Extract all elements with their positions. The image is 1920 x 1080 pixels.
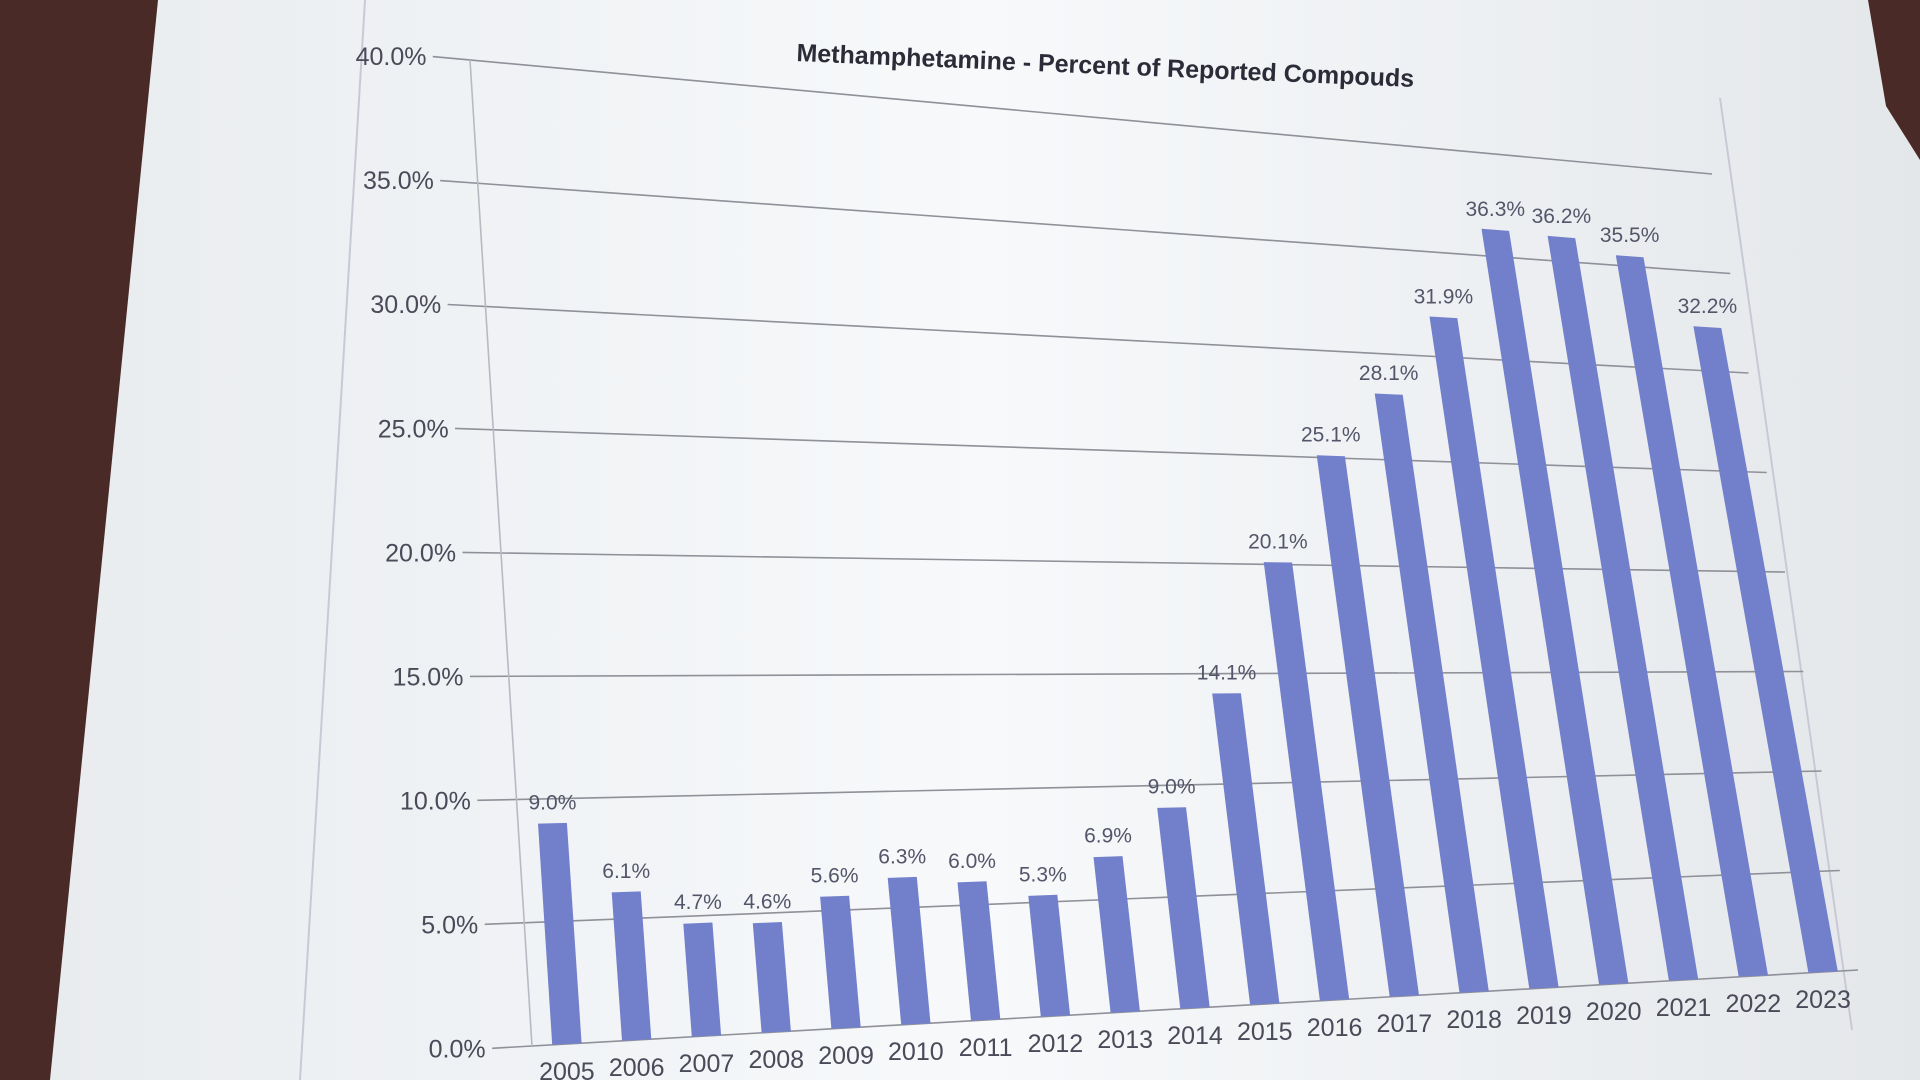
bar — [683, 922, 722, 1037]
x-tick-label: 2019 — [1516, 1002, 1572, 1030]
bar — [1093, 856, 1140, 1013]
data-label: 6.3% — [878, 845, 926, 868]
gridline — [432, 55, 1713, 175]
data-label: 4.7% — [674, 891, 722, 914]
data-label: 36.3% — [1466, 198, 1526, 221]
bar — [1429, 316, 1559, 989]
x-tick-label: 2015 — [1237, 1018, 1293, 1046]
bar — [887, 876, 931, 1025]
data-label: 32.2% — [1678, 295, 1738, 318]
x-tick-label: 2008 — [748, 1046, 804, 1074]
x-tick-label: 2023 — [1795, 986, 1851, 1014]
bar — [1374, 393, 1489, 993]
bar — [820, 895, 861, 1029]
y-tick-label: 35.0% — [363, 167, 434, 195]
data-label: 4.6% — [743, 891, 791, 914]
y-tick-label: 0.0% — [429, 1036, 486, 1064]
x-tick-label: 2016 — [1307, 1014, 1363, 1042]
bar — [1212, 693, 1280, 1005]
data-label: 36.2% — [1532, 205, 1592, 228]
x-tick-label: 2022 — [1726, 990, 1782, 1018]
x-tick-label: 2012 — [1028, 1030, 1084, 1058]
data-label: 20.1% — [1248, 530, 1308, 553]
data-label: 9.0% — [1148, 776, 1196, 799]
bar — [1263, 562, 1350, 1001]
data-label: 9.0% — [529, 791, 577, 814]
data-label: 6.0% — [948, 850, 996, 873]
bar — [752, 922, 791, 1033]
chart-area-border — [299, 0, 366, 1080]
y-tick-label: 10.0% — [400, 787, 471, 815]
gridline — [455, 427, 1767, 474]
x-tick-label: 2017 — [1377, 1010, 1433, 1038]
data-label: 6.1% — [602, 860, 650, 883]
bar — [957, 881, 1001, 1021]
y-tick-label: 30.0% — [370, 291, 441, 319]
bar — [1693, 326, 1838, 973]
data-label: 28.1% — [1359, 362, 1419, 385]
gridline — [447, 303, 1749, 374]
bar — [1615, 255, 1768, 977]
x-tick-label: 2014 — [1167, 1022, 1223, 1050]
plot-area: 0.0% 5.0% 10.0% 15.0% 20.0% 25.0% 30.0% 35.0% 40… — [356, 43, 1859, 1080]
bar — [1028, 894, 1071, 1017]
data-label: 5.6% — [811, 864, 859, 887]
bar — [538, 822, 582, 1045]
y-axis — [469, 59, 533, 1047]
data-label: 25.1% — [1301, 424, 1361, 447]
x-tick-label: 2009 — [818, 1042, 874, 1070]
bar — [1316, 455, 1419, 997]
x-tick-label: 2013 — [1097, 1026, 1153, 1054]
x-tick-label: 2018 — [1446, 1006, 1502, 1034]
gridline — [477, 770, 1822, 802]
data-label: 31.9% — [1414, 285, 1474, 308]
bar — [1547, 235, 1699, 981]
data-label: 6.9% — [1084, 825, 1132, 848]
gridline — [469, 670, 1804, 678]
y-tick-label: 20.0% — [385, 539, 456, 567]
bar — [611, 891, 652, 1041]
gridline — [440, 179, 1731, 275]
y-tick-label: 5.0% — [421, 912, 478, 940]
x-tick-label: 2021 — [1656, 994, 1712, 1022]
data-label: 14.1% — [1197, 661, 1257, 684]
gridline — [462, 551, 1786, 573]
bar — [1157, 807, 1210, 1009]
x-tick-label: 2011 — [959, 1034, 1013, 1062]
x-tick-label: 2005 — [539, 1058, 595, 1080]
x-tick-label: 2007 — [679, 1050, 735, 1078]
data-label: 5.3% — [1019, 863, 1067, 886]
y-tick-label: 25.0% — [378, 415, 449, 443]
bar — [1481, 228, 1629, 985]
chart-area-border-right — [1719, 97, 1853, 1031]
y-tick-label: 40.0% — [356, 43, 427, 71]
x-tick-label: 2020 — [1586, 998, 1642, 1026]
x-tick-label: 2006 — [609, 1054, 665, 1080]
gridline — [484, 869, 1840, 926]
data-label: 35.5% — [1600, 224, 1660, 247]
x-tick-label: 2010 — [888, 1038, 944, 1066]
y-tick-label: 15.0% — [393, 663, 464, 691]
